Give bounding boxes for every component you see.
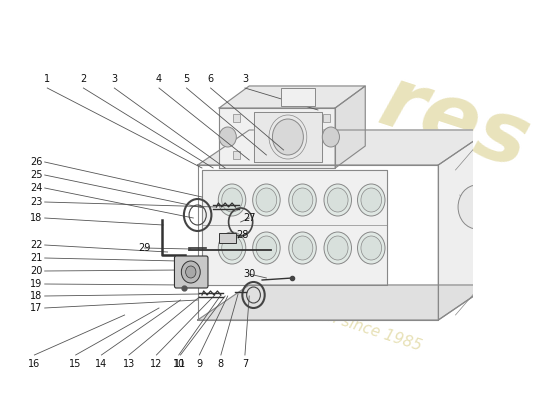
Text: 29: 29 (138, 243, 151, 253)
Circle shape (292, 188, 313, 212)
Text: 18: 18 (30, 213, 42, 223)
Text: 7: 7 (242, 359, 248, 369)
Text: 6: 6 (207, 74, 213, 84)
Text: a passion since 1985: a passion since 1985 (266, 290, 424, 354)
Circle shape (289, 232, 316, 264)
Text: 24: 24 (30, 183, 42, 193)
Bar (233, 151, 240, 159)
Circle shape (358, 232, 385, 264)
Text: 15: 15 (69, 359, 82, 369)
Circle shape (324, 184, 351, 216)
Circle shape (219, 127, 236, 147)
Circle shape (327, 188, 348, 212)
Text: 17: 17 (30, 303, 42, 313)
Circle shape (186, 266, 196, 278)
Polygon shape (202, 170, 387, 285)
Circle shape (218, 184, 246, 216)
Text: 9: 9 (196, 359, 202, 369)
Text: 23: 23 (30, 197, 42, 207)
Circle shape (322, 127, 339, 147)
Circle shape (289, 184, 316, 216)
Circle shape (358, 184, 385, 216)
Text: 27: 27 (243, 213, 256, 223)
Text: 5: 5 (183, 74, 190, 84)
Polygon shape (254, 112, 322, 162)
Circle shape (458, 185, 496, 229)
Text: 14: 14 (95, 359, 108, 369)
Text: 1: 1 (44, 74, 51, 84)
Text: 26: 26 (30, 157, 42, 167)
Polygon shape (219, 108, 335, 168)
Circle shape (222, 236, 243, 260)
Bar (281, 88, 315, 106)
Text: 11: 11 (174, 359, 186, 369)
Circle shape (222, 188, 243, 212)
Bar (323, 114, 330, 122)
Circle shape (292, 236, 313, 260)
Text: res: res (370, 60, 540, 186)
Text: 19: 19 (30, 279, 42, 289)
Text: 4: 4 (156, 74, 162, 84)
Circle shape (324, 232, 351, 264)
Text: 22: 22 (30, 240, 42, 250)
Circle shape (361, 236, 382, 260)
Circle shape (272, 119, 304, 155)
Text: 2: 2 (80, 74, 86, 84)
Polygon shape (219, 86, 365, 108)
Polygon shape (438, 130, 490, 320)
Text: 12: 12 (150, 359, 163, 369)
Bar (219, 233, 236, 243)
Text: 18: 18 (30, 291, 42, 301)
Circle shape (182, 261, 200, 283)
Polygon shape (197, 130, 490, 165)
Circle shape (252, 184, 280, 216)
Text: 30: 30 (243, 269, 255, 279)
Text: 3: 3 (111, 74, 117, 84)
Circle shape (218, 232, 246, 264)
Bar (233, 114, 240, 122)
Text: 20: 20 (30, 266, 42, 276)
Text: 3: 3 (242, 74, 248, 84)
Text: 21: 21 (30, 253, 42, 263)
Circle shape (361, 188, 382, 212)
Circle shape (327, 236, 348, 260)
Circle shape (256, 236, 277, 260)
Text: 10: 10 (173, 359, 185, 369)
Polygon shape (335, 86, 365, 168)
Text: 16: 16 (28, 359, 41, 369)
Polygon shape (197, 285, 490, 320)
FancyBboxPatch shape (174, 256, 208, 288)
Text: 25: 25 (30, 170, 42, 180)
Text: 28: 28 (236, 230, 249, 240)
Text: 13: 13 (123, 359, 135, 369)
Circle shape (252, 232, 280, 264)
Text: 8: 8 (218, 359, 224, 369)
Circle shape (256, 188, 277, 212)
